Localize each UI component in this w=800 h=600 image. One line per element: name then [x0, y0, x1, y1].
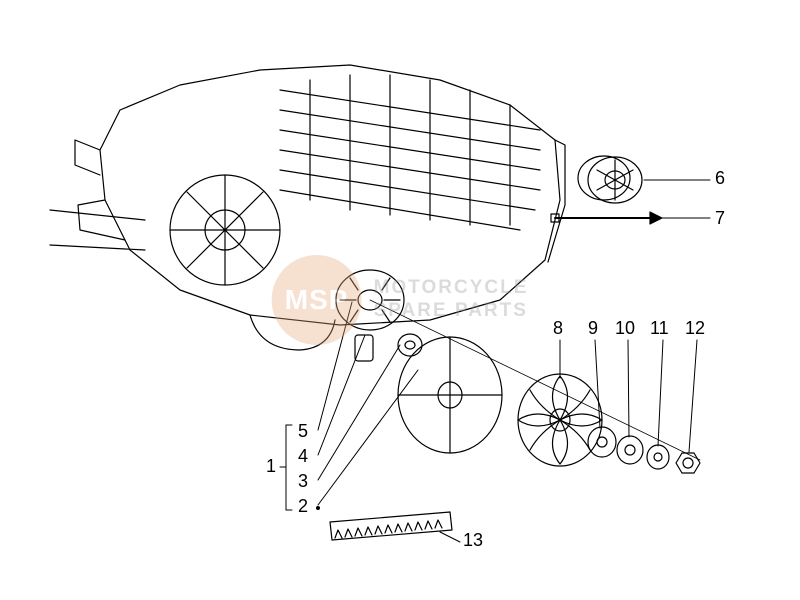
callout-10: 10: [615, 318, 635, 339]
callout-1: 1: [266, 456, 276, 477]
fan-pulley: [518, 374, 602, 466]
callout-12: 12: [685, 318, 705, 339]
callout-4: 4: [298, 446, 308, 467]
belt-segment: [330, 512, 452, 540]
callout-9: 9: [588, 318, 598, 339]
exploded-diagram: 1 2 3 4 5 6 7 8 9 10 11 12 13 MSP MOTORC…: [0, 0, 800, 600]
callout-2: 2: [298, 496, 308, 517]
crankcase-part: [50, 65, 565, 350]
variator-assembly: [336, 270, 700, 460]
callout-7: 7: [715, 208, 725, 229]
washers-and-nut: [588, 427, 700, 473]
callout-8: 8: [553, 318, 563, 339]
callout-5: 5: [298, 421, 308, 442]
callout-6: 6: [715, 168, 725, 189]
roller-and-bolt: [551, 156, 662, 224]
callout-13: 13: [463, 530, 483, 551]
callout-11: 11: [650, 318, 669, 339]
leader-lines: [318, 180, 710, 542]
callout-3: 3: [298, 471, 308, 492]
technical-drawing-svg: [0, 0, 800, 600]
